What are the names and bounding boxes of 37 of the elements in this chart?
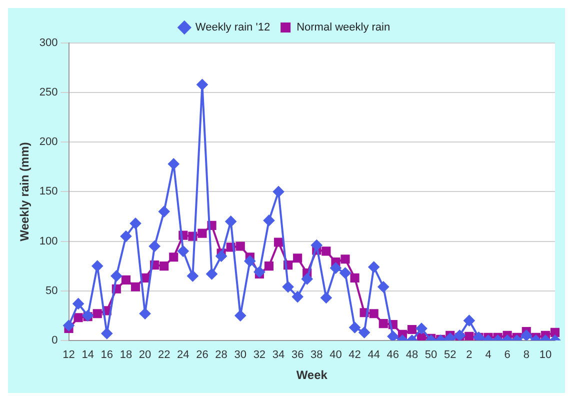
x-tick-label: 6 — [504, 349, 510, 362]
x-tick-label: 38 — [310, 349, 323, 362]
legend-label: Normal weekly rain — [296, 22, 390, 34]
x-tick-label: 50 — [424, 349, 438, 362]
x-tick-label: 48 — [406, 349, 418, 362]
y-tick-label: 200 — [39, 136, 58, 148]
x-tick-label: 46 — [386, 349, 400, 362]
x-tick-label: 20 — [138, 349, 152, 362]
x-tick-label: 8 — [523, 349, 530, 362]
y-tick-label: 0 — [52, 334, 58, 346]
y-tick-label: 50 — [46, 284, 58, 297]
y-tick-label: 300 — [39, 37, 58, 50]
x-tick-label: 34 — [272, 349, 285, 362]
x-tick-label: 14 — [82, 349, 94, 362]
x-tick-label: 44 — [368, 349, 380, 362]
x-tick-label: 10 — [539, 349, 552, 362]
x-axis-title: Week — [296, 368, 328, 382]
x-tick-label: 18 — [120, 349, 132, 362]
x-tick-label: 2 — [466, 349, 472, 362]
x-tick-label: 40 — [330, 349, 342, 362]
y-tick-label: 150 — [39, 186, 58, 198]
x-tick-label: 24 — [177, 349, 190, 362]
x-tick-label: 22 — [158, 349, 170, 362]
y-tick-label: 100 — [39, 235, 58, 248]
x-tick-label: 26 — [196, 349, 208, 362]
x-tick-label: 28 — [215, 349, 228, 362]
y-axis-title: Weekly rain (mm) — [18, 142, 32, 242]
x-tick-label: 4 — [485, 349, 492, 362]
x-tick-label: 16 — [100, 349, 114, 362]
y-tick-label: 250 — [39, 86, 58, 99]
x-tick-label: 42 — [348, 349, 361, 362]
x-tick-label: 12 — [62, 349, 75, 362]
x-tick-label: 52 — [444, 349, 456, 362]
legend-label: Weekly rain '12 — [195, 22, 270, 34]
x-tick-label: 30 — [234, 349, 246, 362]
x-tick-label: 36 — [291, 349, 304, 362]
x-tick-label: 32 — [253, 349, 266, 362]
